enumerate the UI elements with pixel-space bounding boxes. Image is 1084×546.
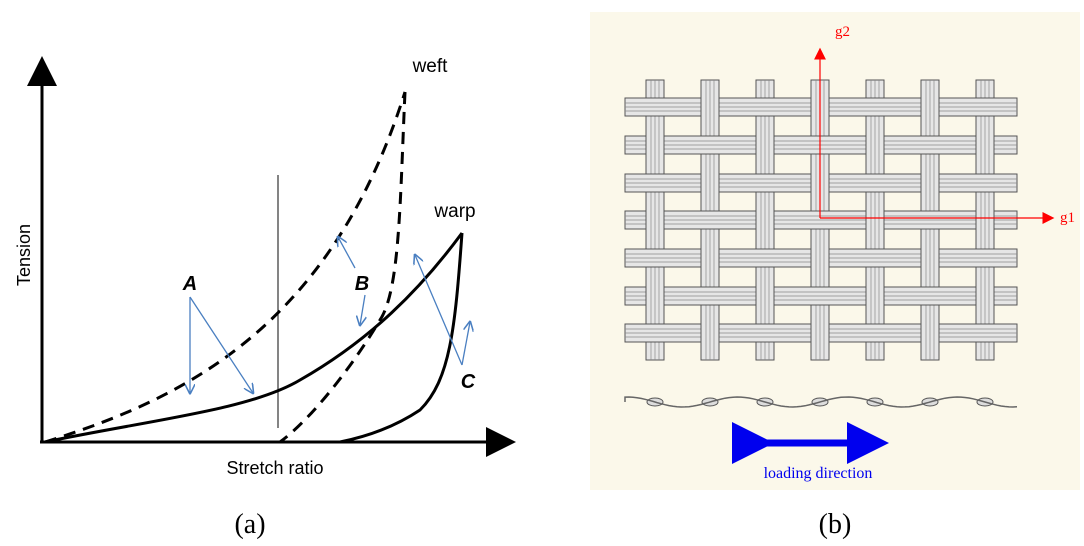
marker-label: B [355, 273, 369, 295]
y-axis-label: Tension [14, 224, 34, 286]
marker-label: C [461, 371, 476, 393]
panel-b: g2 g1 loading direction (b) [590, 12, 1080, 540]
warp-loading [45, 233, 462, 442]
curve-label: warp [433, 201, 475, 222]
marker-label: A [182, 273, 197, 295]
weft-loading [45, 92, 405, 442]
caption: (b) [819, 509, 852, 540]
marker-arrows [190, 237, 470, 393]
panel-a: weft warp A B C Tension Stretch ratio (a… [14, 56, 510, 540]
warp-unloading [340, 233, 462, 442]
axis-label: g2 [835, 24, 850, 40]
axis-label: g1 [1060, 210, 1075, 226]
curve-label: weft [412, 56, 449, 77]
x-axis-label: Stretch ratio [226, 458, 323, 478]
figure: weft warp A B C Tension Stretch ratio (a… [0, 0, 1084, 546]
caption: (a) [234, 509, 265, 540]
arrow-label: loading direction [764, 465, 873, 482]
